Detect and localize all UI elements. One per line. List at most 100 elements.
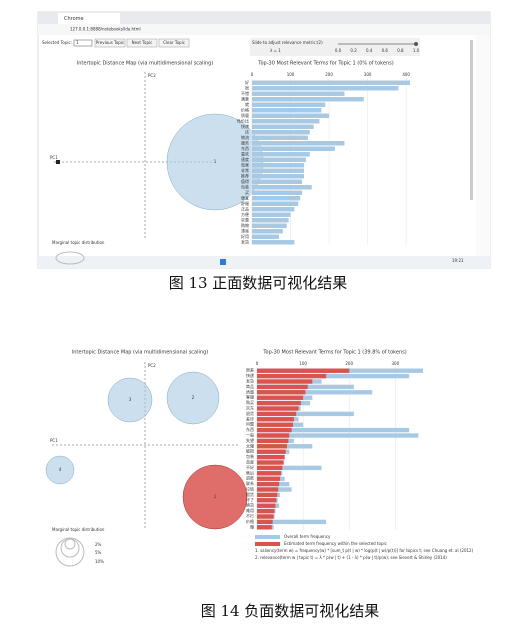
topic-label[interactable]: 3 xyxy=(129,397,132,402)
bar-overall[interactable] xyxy=(257,411,354,417)
bar-estimated[interactable] xyxy=(257,503,276,508)
bar-overall[interactable] xyxy=(252,240,295,245)
term-label[interactable]: 推荐 xyxy=(241,172,249,178)
term-label[interactable]: 还 xyxy=(245,128,249,134)
bar-estimated[interactable] xyxy=(257,492,278,498)
term-label[interactable]: 购买 xyxy=(246,399,254,405)
bar-overall[interactable] xyxy=(252,130,310,135)
bar-overall[interactable] xyxy=(252,207,295,212)
bar-estimated[interactable] xyxy=(257,379,313,384)
term-label[interactable]: 发货 xyxy=(246,378,254,384)
bar-overall[interactable] xyxy=(257,433,419,438)
term-label[interactable]: 包装 xyxy=(241,183,249,189)
bar-overall[interactable] xyxy=(252,218,289,223)
term-label[interactable]: 漂亮 xyxy=(241,227,249,233)
term-label[interactable]: 联系 xyxy=(246,480,254,486)
bar-estimated[interactable] xyxy=(257,417,294,422)
term-label[interactable]: 问题 xyxy=(246,421,254,427)
bar-overall[interactable] xyxy=(257,519,327,525)
term-label[interactable]: 太慢 xyxy=(246,442,254,448)
bar-overall[interactable] xyxy=(252,91,345,97)
term-label[interactable]: 坏了 xyxy=(246,496,254,502)
bar-overall[interactable] xyxy=(252,185,312,190)
bar-estimated[interactable] xyxy=(257,400,301,406)
term-label[interactable]: 京东 xyxy=(246,405,254,411)
bar-estimated[interactable] xyxy=(257,476,281,481)
bar-overall[interactable] xyxy=(252,190,303,196)
term-label[interactable]: 速度 xyxy=(241,156,249,162)
bar-overall[interactable] xyxy=(252,152,310,157)
bar-estimated[interactable] xyxy=(257,514,274,519)
bar-estimated[interactable] xyxy=(257,460,284,465)
bar-overall[interactable] xyxy=(252,135,308,141)
term-label[interactable]: 就 xyxy=(245,101,249,107)
button[interactable] xyxy=(126,38,158,48)
bar-estimated[interactable] xyxy=(257,373,327,379)
term-label[interactable]: 买 xyxy=(245,189,249,195)
term-label[interactable]: 价格 xyxy=(246,518,254,524)
topic-circle[interactable] xyxy=(166,371,220,425)
bar-overall[interactable] xyxy=(252,86,399,91)
bar-estimated[interactable] xyxy=(257,481,280,487)
term-label[interactable]: 好 xyxy=(245,79,249,85)
term-label[interactable]: 性价比 xyxy=(237,117,249,123)
bar-estimated[interactable] xyxy=(257,368,350,373)
term-label[interactable]: 垃圾 xyxy=(246,486,254,492)
topic-label[interactable]: 1 xyxy=(214,494,217,499)
term-label[interactable]: 客服 xyxy=(246,394,254,400)
button-label[interactable]: Previous Topic xyxy=(96,40,124,45)
bar-overall[interactable] xyxy=(252,168,305,174)
term-label[interactable]: 方便 xyxy=(241,211,249,217)
topic-circle[interactable] xyxy=(182,464,248,530)
button[interactable] xyxy=(94,38,126,48)
term-label[interactable]: 失望 xyxy=(246,437,254,443)
term-label[interactable]: 效果 xyxy=(241,161,249,167)
bar-estimated[interactable] xyxy=(257,444,287,449)
bar-estimated[interactable] xyxy=(257,411,297,417)
term-label[interactable]: 服务 xyxy=(241,139,249,145)
bar-overall[interactable] xyxy=(252,174,305,179)
bar-estimated[interactable] xyxy=(257,395,304,400)
topic-circle[interactable] xyxy=(107,377,153,423)
bar-estimated[interactable] xyxy=(257,508,275,514)
bar-overall[interactable] xyxy=(252,124,314,130)
bar-overall[interactable] xyxy=(252,157,306,163)
button-label[interactable]: Next Topic xyxy=(132,40,153,45)
term-label[interactable]: 一般 xyxy=(246,432,254,438)
term-label[interactable]: 舒服 xyxy=(241,200,249,206)
bar-overall[interactable] xyxy=(252,212,291,218)
bar-overall[interactable] xyxy=(257,465,322,471)
bar-estimated[interactable] xyxy=(257,433,290,438)
topic-label[interactable]: 4 xyxy=(59,467,62,472)
bar-overall[interactable] xyxy=(252,223,287,229)
term-label[interactable]: 破损 xyxy=(246,448,254,454)
bar-estimated[interactable] xyxy=(257,422,293,427)
bar-estimated[interactable] xyxy=(257,498,277,503)
bar-estimated[interactable] xyxy=(257,384,308,390)
term-label[interactable]: 便宜 xyxy=(241,194,249,200)
bar-overall[interactable] xyxy=(252,119,320,124)
bar-overall[interactable] xyxy=(252,201,299,207)
bar-estimated[interactable] xyxy=(257,471,281,476)
term-label[interactable]: 包装 xyxy=(246,453,254,459)
bar-overall[interactable] xyxy=(257,390,373,395)
bar-estimated[interactable] xyxy=(257,454,285,460)
bar-estimated[interactable] xyxy=(257,519,273,525)
bar-overall[interactable] xyxy=(252,234,279,240)
term-label[interactable]: 好用 xyxy=(241,233,249,239)
term-label[interactable]: 快递 xyxy=(241,123,249,129)
bar-estimated[interactable] xyxy=(257,449,286,454)
term-label[interactable]: 不好 xyxy=(246,464,254,470)
topic-circle[interactable] xyxy=(45,455,75,485)
bar-overall[interactable] xyxy=(257,373,410,379)
term-label[interactable]: 快递 xyxy=(246,372,254,378)
bar-estimated[interactable] xyxy=(257,525,272,530)
bar-overall[interactable] xyxy=(252,102,326,108)
slider-handle[interactable] xyxy=(414,42,418,46)
bar-estimated[interactable] xyxy=(257,427,292,433)
bar-overall[interactable] xyxy=(257,427,410,433)
bar-overall[interactable] xyxy=(252,229,283,234)
term-label[interactable]: 满意 xyxy=(241,95,249,101)
topic-input[interactable] xyxy=(73,39,93,47)
term-label[interactable]: 退款 xyxy=(246,475,254,481)
